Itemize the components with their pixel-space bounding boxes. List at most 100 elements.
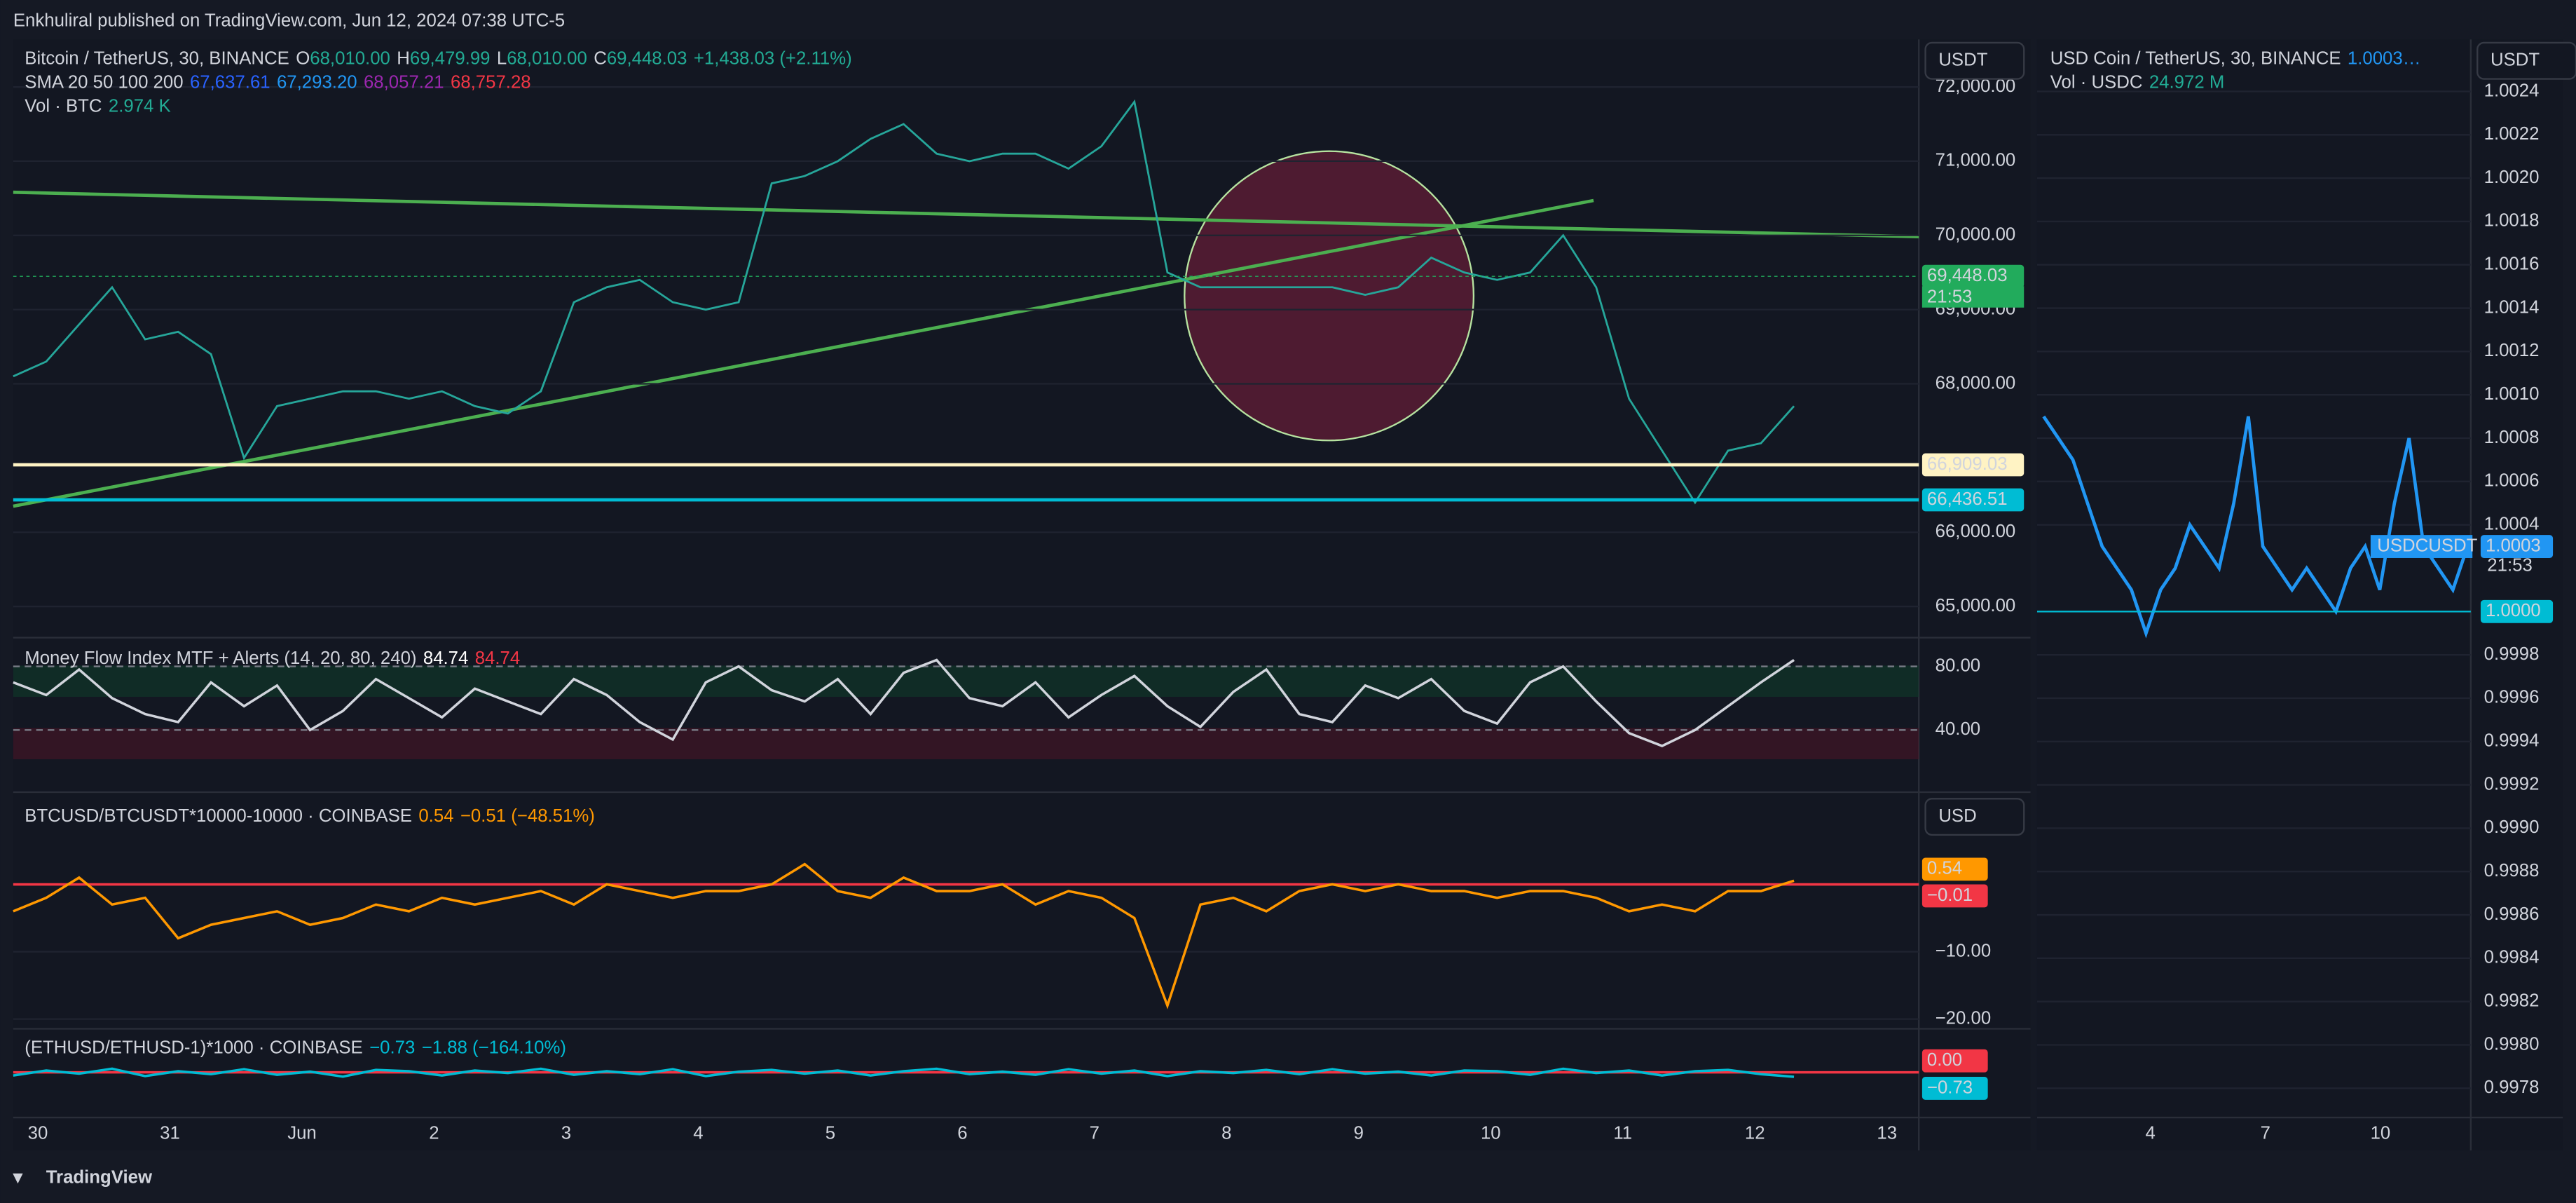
currency-label: USD: [1938, 806, 1976, 826]
x-tick-label: 5: [825, 1123, 835, 1143]
price-tag-label: 0.54: [1927, 859, 1962, 878]
x-tick-label: 6: [957, 1123, 967, 1143]
header: Enkhuliral published on TradingView.com,…: [13, 11, 565, 30]
x-tick-label: 11: [1613, 1123, 1632, 1143]
x-tick-label: 3: [561, 1123, 571, 1143]
price-tick-label: 66,000.00: [1936, 522, 2016, 541]
logo-mark: ▾: [13, 1168, 23, 1188]
usdc-tick-label: 0.9980: [2484, 1034, 2540, 1054]
legend-item: 84.74: [423, 648, 468, 668]
currency-label: USDT: [2491, 50, 2540, 70]
countdown: 21:53: [1927, 287, 1972, 306]
legend: Vol · USDC 24.972 M: [2050, 72, 2225, 92]
price-tick-label: 71,000.00: [1936, 151, 2016, 170]
usdc-tick-label: 0.9994: [2484, 731, 2540, 751]
price-tag: [1921, 857, 1988, 881]
legend-item: 84.74: [475, 648, 520, 668]
usdc-tick-label: 0.9990: [2484, 817, 2540, 837]
price-tag: [1921, 264, 2025, 288]
price-tag-label: 66,909.03: [1927, 454, 2008, 474]
legend-item: 68,010.00: [507, 48, 587, 68]
legend-item: L: [497, 48, 507, 68]
usdc-tick-label: 0.9992: [2484, 774, 2540, 794]
right-panel: [2036, 39, 2563, 1150]
usdc-tick-label: 1.0016: [2484, 254, 2540, 274]
currency-label: USDT: [1938, 50, 1987, 70]
legend-item: −0.73: [369, 1038, 415, 1057]
legend-item: 2.974 K: [109, 96, 171, 116]
legend-item: Vol · BTC: [25, 96, 102, 116]
usdc-tick-label: 1.0008: [2484, 428, 2540, 447]
legend: SMA 20 50 100 200 67,637.61 67,293.20 68,05…: [25, 72, 530, 92]
legend-item: Money Flow Index MTF + Alerts (14, 20, 8…: [25, 648, 416, 668]
usdc-tick-label: 1.0010: [2484, 384, 2540, 404]
usdc-tick-label: 0.9982: [2484, 991, 2540, 1010]
price-tick-label: 70,000.00: [1936, 225, 2016, 245]
x-tick-label: 8: [1221, 1123, 1231, 1143]
spread-tick-label: −10.00: [1936, 941, 1992, 960]
footer-logo: TradingView: [46, 1168, 153, 1188]
highlight-circle: [1184, 150, 1475, 442]
x-tick-label: 30: [28, 1123, 48, 1143]
x-tick-label: 12: [1745, 1123, 1765, 1143]
price-tag: [1921, 1077, 1988, 1100]
usdc-line: [2042, 415, 2469, 639]
usdc-tick-label: 1.0022: [2484, 124, 2540, 144]
x-tick-label: 7: [2261, 1123, 2270, 1143]
x-tick-label: 13: [1877, 1123, 1897, 1143]
price-tick-label: 65,000.00: [1936, 596, 2016, 616]
usdc-tick-label: 1.0018: [2484, 211, 2540, 231]
usdc-tick-label: 1.0020: [2484, 168, 2540, 187]
usdc-tick-label: 0.9988: [2484, 861, 2540, 881]
price-tag-label: −0.01: [1927, 885, 1973, 905]
legend-item: BTCUSD/BTCUSDT*10000-10000 · COINBASE: [25, 806, 412, 826]
legend: Vol · BTC 2.974 K: [25, 96, 170, 116]
content: 72,000.0071,000.0070,000.0069,000.0068,0…: [13, 41, 2576, 1143]
price-tag-label: −0.73: [1927, 1078, 1973, 1097]
symbol-tag: [2370, 535, 2473, 558]
legend-item: 68,757.28: [451, 72, 531, 92]
legend-item: −0.51 (−48.51%): [460, 806, 595, 826]
spread-line: [13, 862, 1795, 1010]
usdc-tick-label: 0.9998: [2484, 644, 2540, 664]
mfi-tick-label: 40.00: [1936, 719, 1980, 739]
trend-line: [13, 190, 1919, 238]
price-tag: [1921, 1049, 1988, 1073]
x-tick-label: 31: [160, 1123, 180, 1143]
mfi-overbought-zone: [13, 665, 1919, 697]
legend-item: 0.54: [418, 806, 453, 826]
x-tick-label: Jun: [287, 1123, 317, 1143]
usdc-tick-label: 0.9986: [2484, 904, 2540, 924]
legend-item: 67,637.61: [190, 72, 270, 92]
x-tick-label: 4: [2146, 1123, 2156, 1143]
legend-item: H: [397, 48, 410, 68]
legend-item: 1.0003…: [2348, 48, 2421, 68]
price-tag: [2480, 535, 2554, 558]
price-line: [13, 99, 1795, 505]
x-tick-label: 9: [1354, 1123, 1364, 1143]
x-tick-label: 10: [1481, 1123, 1501, 1143]
price-tag: [1921, 453, 2025, 477]
price-tag-label: 66,436.51: [1927, 489, 2008, 509]
legend: Money Flow Index MTF + Alerts (14, 20, 8…: [25, 648, 520, 668]
legend: Bitcoin / TetherUS, 30, BINANCE O68,010.0…: [25, 48, 851, 68]
price-tag: [2480, 599, 2554, 623]
legend-item: 67,293.20: [277, 72, 357, 92]
x-tick-label: 4: [693, 1123, 703, 1143]
legend-item: O: [296, 48, 310, 68]
legend-item: USD Coin / TetherUS, 30, BINANCE: [2050, 48, 2341, 68]
currency-button: [1924, 41, 2025, 80]
currency-button: [1924, 798, 2025, 836]
legend-item: Vol · USDC: [2050, 72, 2143, 92]
trend-line: [13, 198, 1594, 508]
legend: USD Coin / TetherUS, 30, BINANCE 1.0003…: [2050, 48, 2421, 68]
usdc-tick-label: 1.0024: [2484, 81, 2540, 100]
price-tag-label: 1.0000: [2486, 601, 2541, 620]
price-tick-label: 68,000.00: [1936, 373, 2016, 393]
legend-item: −1.88 (−164.10%): [422, 1038, 566, 1057]
usdc-tick-label: 0.9996: [2484, 688, 2540, 707]
legend: BTCUSD/BTCUSDT*10000-10000 · COINBASE 0.5…: [25, 806, 595, 826]
mfi-oversold-zone: [13, 728, 1919, 760]
